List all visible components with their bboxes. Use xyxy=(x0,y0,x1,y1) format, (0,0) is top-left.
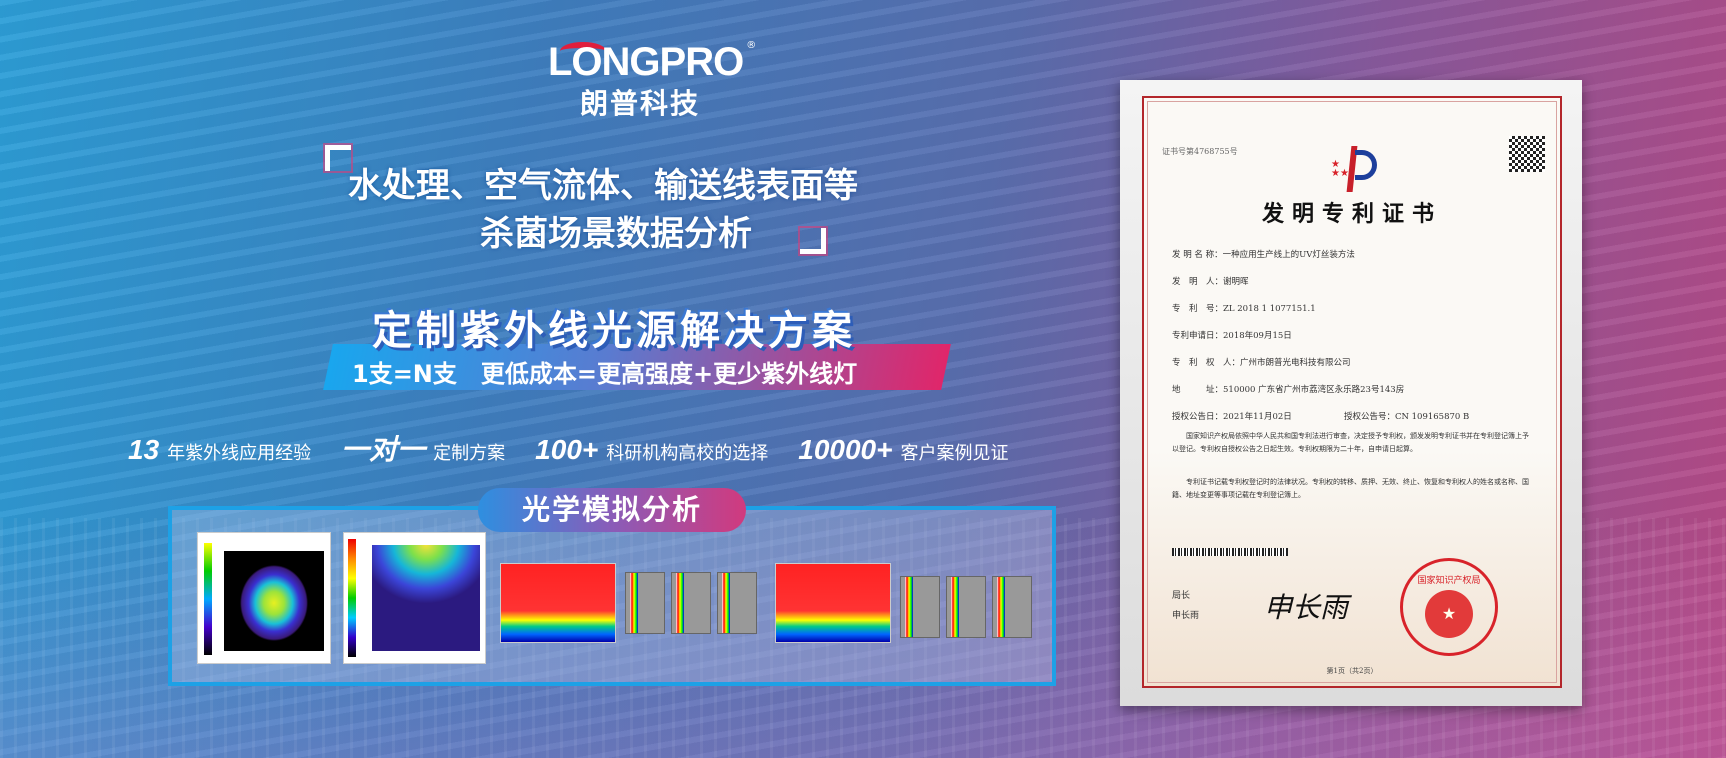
stat-value: 10000+ xyxy=(798,434,893,465)
signer-title: 局长 xyxy=(1172,591,1191,601)
qr-code xyxy=(1509,136,1545,172)
simulation-title: 光学模拟分析 xyxy=(478,488,746,532)
certificate-field: 专 利 号：ZL 2018 1 1077151.1 xyxy=(1172,304,1316,314)
stats-row: 13 年紫外线应用经验 一对一 定制方案 100+ 科研机构高校的选择 10000+ 客… xyxy=(128,428,1008,468)
simulation-image-scatter xyxy=(343,532,486,664)
logo-brand: LONGPRO xyxy=(548,40,744,84)
stat-label: 年紫外线应用经验 xyxy=(167,443,312,464)
color-legend xyxy=(717,572,757,634)
stat-label: 客户案例见证 xyxy=(900,443,1009,464)
bracket-close-icon xyxy=(800,228,826,254)
color-legend xyxy=(900,576,940,638)
color-legend xyxy=(992,576,1032,638)
signer-name: 申长雨 xyxy=(1172,611,1200,621)
official-seal: 国家知识产权局 ★ xyxy=(1400,558,1498,656)
certificate-field: 地 址：510000 广东省广州市荔湾区永乐路23号143房 xyxy=(1172,385,1405,395)
barcode xyxy=(1172,548,1288,556)
stat-value: 一对一 xyxy=(341,434,426,465)
simulation-image-heatmap-2 xyxy=(775,563,891,643)
certificate-body-2: 专利证书记载专利权登记时的法律状况。专利权的转移、质押、无效、终止、恢复和专利权… xyxy=(1172,478,1529,499)
grant-date: 授权公告日：2021年11月02日 xyxy=(1172,412,1292,422)
simulation-image-spot xyxy=(197,532,331,664)
headline-line2: 杀菌场景数据分析 xyxy=(480,214,752,254)
banner-title: 定制紫外线光源解决方案 xyxy=(372,308,856,354)
legend-group-1 xyxy=(625,572,757,634)
page-number: 第1页（共2页） xyxy=(1326,667,1378,675)
color-legend xyxy=(625,572,665,634)
certificate-title: 发明专利证书 xyxy=(1261,201,1442,227)
certificate-field: 专利申请日：2018年09月15日 xyxy=(1172,331,1292,341)
grant-number: 授权公告号：CN 109165870 B xyxy=(1344,412,1470,422)
certificate-number: 证书号第4768755号 xyxy=(1162,147,1238,156)
logo: LONGPRO ® xyxy=(548,40,756,84)
seal-text: 国家知识产权局 xyxy=(1417,576,1481,586)
logo-chinese: 朗普科技 xyxy=(580,87,701,120)
certificate-body: 国家知识产权局依照中华人民共和国专利法进行审查，决定授予专利权，颁发发明专利证书… xyxy=(1172,432,1529,453)
stat-label: 科研机构高校的选择 xyxy=(606,443,769,464)
legend-group-2 xyxy=(900,576,1032,638)
banner-subtitle: 1支=N支 更低成本=更高强度+更少紫外线灯 xyxy=(352,360,858,388)
stat-value: 13 xyxy=(128,434,160,465)
cnipa-logo-icon: ★ ★★ xyxy=(1329,142,1379,194)
certificate-field: 发 明 人：谢明晖 xyxy=(1172,277,1249,287)
registered-mark: ® xyxy=(746,40,757,51)
national-emblem-icon: ★ xyxy=(1425,590,1473,638)
headline-line1: 水处理、空气流体、输送线表面等 xyxy=(348,166,858,206)
patent-certificate: 证书号第4768755号 ★ ★★ 发明专利证书 发 明 名 称：一种应用生产线上… xyxy=(1142,96,1562,688)
stars-icon: ★ ★★ xyxy=(1331,159,1349,179)
logo-arc-icon xyxy=(560,42,606,60)
signature: 申长雨 xyxy=(1264,591,1349,624)
stat-label: 定制方案 xyxy=(433,443,506,464)
certificate-field: 发 明 名 称：一种应用生产线上的UV灯丝装方法 xyxy=(1172,250,1355,260)
stat-value: 100+ xyxy=(535,434,599,465)
color-legend xyxy=(671,572,711,634)
color-legend xyxy=(946,576,986,638)
bracket-open-icon xyxy=(325,145,351,171)
simulation-image-heatmap-1 xyxy=(500,563,616,643)
certificate-field: 专 利 权 人：广州市朗普光电科技有限公司 xyxy=(1172,358,1351,368)
